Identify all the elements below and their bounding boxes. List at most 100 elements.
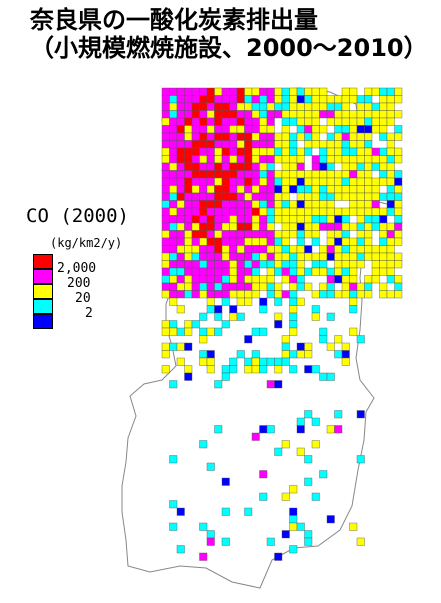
- grid-cell: [334, 237, 343, 246]
- grid-cell: [304, 117, 313, 126]
- grid-cell: [394, 95, 403, 104]
- grid-cell: [199, 260, 208, 269]
- grid-cell: [221, 252, 230, 261]
- grid-cell: [319, 267, 328, 276]
- grid-cell: [236, 140, 245, 149]
- grid-cell: [356, 215, 365, 224]
- grid-cell: [251, 260, 260, 269]
- legend-tick-20: 20: [75, 291, 91, 306]
- grid-cell: [326, 267, 335, 276]
- grid-cell: [236, 87, 245, 96]
- grid-cell: [176, 132, 185, 141]
- grid-cell: [296, 275, 305, 284]
- grid-cell: [319, 155, 328, 164]
- grid-cell: [349, 170, 358, 179]
- grid-cell: [296, 132, 305, 141]
- grid-cell: [244, 185, 253, 194]
- grid-cell: [326, 312, 335, 321]
- grid-cell: [244, 290, 253, 299]
- grid-cell: [176, 155, 185, 164]
- grid-cell: [349, 200, 358, 209]
- grid-cell: [176, 290, 185, 299]
- grid-cell: [356, 335, 365, 344]
- grid-cell: [221, 245, 230, 254]
- grid-cell: [356, 230, 365, 239]
- grid-cell: [386, 192, 395, 201]
- title-line-1: 奈良県の一酸化炭素排出量: [30, 6, 318, 34]
- grid-cell: [199, 312, 208, 321]
- grid-cell: [184, 230, 193, 239]
- grid-cell: [221, 282, 230, 291]
- grid-cell: [311, 440, 320, 449]
- grid-cell: [191, 117, 200, 126]
- grid-cell: [296, 192, 305, 201]
- grid-cell: [229, 102, 238, 111]
- grid-cell: [236, 297, 245, 306]
- grid-cell: [244, 507, 253, 516]
- grid-cell: [281, 267, 290, 276]
- grid-cell: [319, 87, 328, 96]
- grid-cell: [379, 177, 388, 186]
- grid-cell: [311, 162, 320, 171]
- grid-cell: [394, 237, 403, 246]
- grid-cell: [229, 132, 238, 141]
- grid-cell: [386, 110, 395, 119]
- grid-cell: [274, 297, 283, 306]
- grid-cell: [319, 177, 328, 186]
- grid-cell: [311, 102, 320, 111]
- grid-cell: [311, 207, 320, 216]
- grid-cell: [161, 155, 170, 164]
- grid-cell: [274, 102, 283, 111]
- legend-swatch-magenta: [33, 269, 53, 284]
- grid-cell: [311, 252, 320, 261]
- grid-cell: [259, 200, 268, 209]
- grid-cell: [311, 185, 320, 194]
- grid-cell: [274, 260, 283, 269]
- legend-title: CO (2000): [26, 205, 129, 227]
- grid-cell: [296, 170, 305, 179]
- grid-cell: [304, 125, 313, 134]
- grid-cell: [394, 87, 403, 96]
- grid-cell: [244, 117, 253, 126]
- grid-cell: [289, 140, 298, 149]
- grid-cell: [371, 267, 380, 276]
- grid-cell: [266, 147, 275, 156]
- grid-cell: [214, 95, 223, 104]
- grid-cell: [364, 252, 373, 261]
- grid-cell: [229, 125, 238, 134]
- legend-swatch-blue: [33, 314, 53, 329]
- grid-cell: [259, 95, 268, 104]
- grid-cell: [191, 222, 200, 231]
- grid-cell: [274, 365, 283, 374]
- grid-cell: [304, 530, 313, 539]
- grid-cell: [394, 192, 403, 201]
- grid-cell: [199, 170, 208, 179]
- grid-cell: [251, 267, 260, 276]
- grid-cell: [191, 320, 200, 329]
- grid-cell: [296, 125, 305, 134]
- grid-cell: [206, 95, 215, 104]
- grid-cell: [244, 87, 253, 96]
- grid-cell: [364, 245, 373, 254]
- grid-cell: [199, 207, 208, 216]
- grid-cell: [176, 282, 185, 291]
- grid-cell: [236, 102, 245, 111]
- grid-cell: [311, 305, 320, 314]
- grid-cell: [236, 252, 245, 261]
- grid-cell: [364, 230, 373, 239]
- grid-cell: [274, 252, 283, 261]
- grid-cell: [296, 102, 305, 111]
- grid-cell: [266, 185, 275, 194]
- grid-cell: [364, 162, 373, 171]
- grid-cell: [386, 260, 395, 269]
- grid-cell: [289, 215, 298, 224]
- grid-cell: [296, 245, 305, 254]
- grid-cell: [304, 192, 313, 201]
- grid-cell: [199, 275, 208, 284]
- grid-cell: [289, 222, 298, 231]
- grid-cell: [334, 185, 343, 194]
- grid-cell: [334, 252, 343, 261]
- legend-swatch-cyan: [33, 299, 53, 314]
- grid-cell: [191, 267, 200, 276]
- grid-cell: [304, 110, 313, 119]
